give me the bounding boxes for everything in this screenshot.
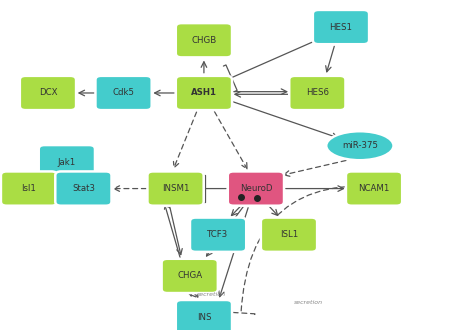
Text: Isl1: Isl1 [22, 184, 36, 193]
Text: Jak1: Jak1 [58, 158, 76, 167]
FancyBboxPatch shape [176, 23, 232, 57]
FancyBboxPatch shape [55, 171, 111, 206]
Text: Cdk5: Cdk5 [112, 88, 135, 98]
FancyBboxPatch shape [1, 171, 57, 206]
Text: INSM1: INSM1 [162, 184, 189, 193]
FancyBboxPatch shape [39, 145, 95, 179]
Text: NeuroD: NeuroD [240, 184, 272, 193]
Text: miR-375: miR-375 [342, 141, 378, 150]
Text: CHGA: CHGA [177, 271, 202, 280]
FancyBboxPatch shape [289, 76, 346, 110]
Ellipse shape [326, 131, 393, 160]
Text: Stat3: Stat3 [72, 184, 95, 193]
Text: DCX: DCX [39, 88, 57, 98]
Text: HES6: HES6 [306, 88, 329, 98]
FancyBboxPatch shape [176, 300, 232, 331]
Text: ISL1: ISL1 [280, 230, 298, 239]
FancyBboxPatch shape [20, 76, 76, 110]
Text: HES1: HES1 [329, 23, 353, 31]
FancyBboxPatch shape [176, 76, 232, 110]
FancyBboxPatch shape [147, 171, 204, 206]
Text: INS: INS [197, 312, 211, 322]
FancyBboxPatch shape [261, 217, 317, 252]
FancyBboxPatch shape [346, 171, 402, 206]
Text: CHGB: CHGB [191, 36, 217, 45]
FancyBboxPatch shape [162, 259, 218, 293]
FancyBboxPatch shape [190, 217, 246, 252]
Text: secretion: secretion [294, 300, 323, 305]
FancyBboxPatch shape [228, 171, 284, 206]
Text: NCAM1: NCAM1 [358, 184, 390, 193]
FancyBboxPatch shape [313, 10, 369, 44]
Text: secretion: secretion [197, 292, 226, 297]
Text: TCF3: TCF3 [208, 230, 229, 239]
Text: ASH1: ASH1 [191, 88, 217, 98]
FancyBboxPatch shape [95, 76, 152, 110]
